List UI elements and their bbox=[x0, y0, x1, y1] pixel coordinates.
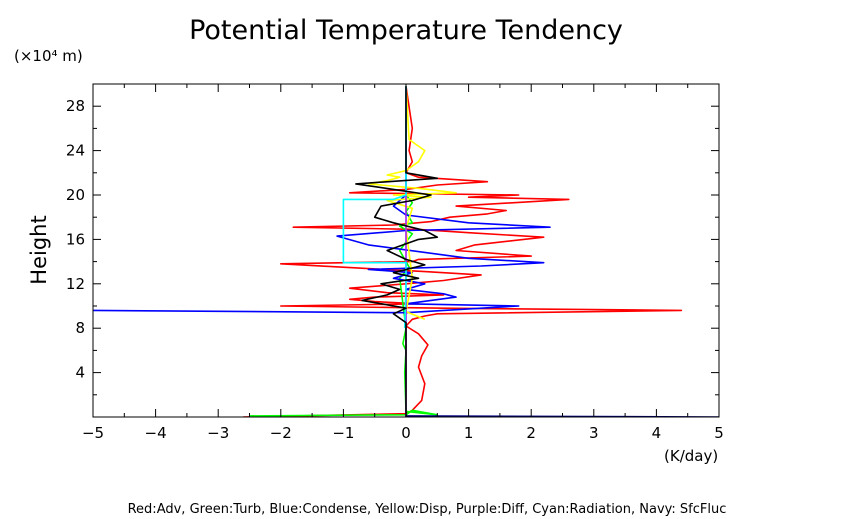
x-axis-label: (K/day) bbox=[664, 447, 718, 465]
x-tick-label: 5 bbox=[714, 424, 724, 442]
y-axis-label: Height bbox=[27, 215, 51, 284]
x-tick-label: −4 bbox=[145, 424, 167, 442]
series-line-adv bbox=[243, 86, 683, 417]
x-tick-label: −2 bbox=[270, 424, 292, 442]
x-tick-label: −5 bbox=[82, 424, 104, 442]
x-tick-label: 3 bbox=[589, 424, 599, 442]
x-tick-label: −1 bbox=[332, 424, 354, 442]
series-layer bbox=[93, 86, 719, 417]
y-tick-label: 4 bbox=[75, 364, 85, 382]
y-tick-label: 28 bbox=[66, 97, 85, 115]
x-tick-label: 4 bbox=[652, 424, 662, 442]
chart-title: Potential Temperature Tendency bbox=[189, 15, 623, 46]
y-tick-label: 12 bbox=[66, 275, 85, 293]
y-tick-label: 8 bbox=[75, 319, 85, 337]
y-unit-label: (×10⁴ m) bbox=[14, 47, 83, 65]
x-tick-label: 1 bbox=[464, 424, 474, 442]
x-tick-label: 2 bbox=[526, 424, 536, 442]
x-tick-label: 0 bbox=[401, 424, 411, 442]
series-line-total bbox=[355, 86, 439, 417]
series-line-condense bbox=[93, 86, 551, 314]
legend-text: Red:Adv, Green:Turb, Blue:Condense, Yell… bbox=[128, 502, 727, 517]
x-tick-label: −3 bbox=[207, 424, 229, 442]
y-tick-label: 20 bbox=[66, 186, 85, 204]
y-tick-label: 24 bbox=[66, 142, 85, 160]
y-tick-label: 16 bbox=[66, 230, 85, 248]
